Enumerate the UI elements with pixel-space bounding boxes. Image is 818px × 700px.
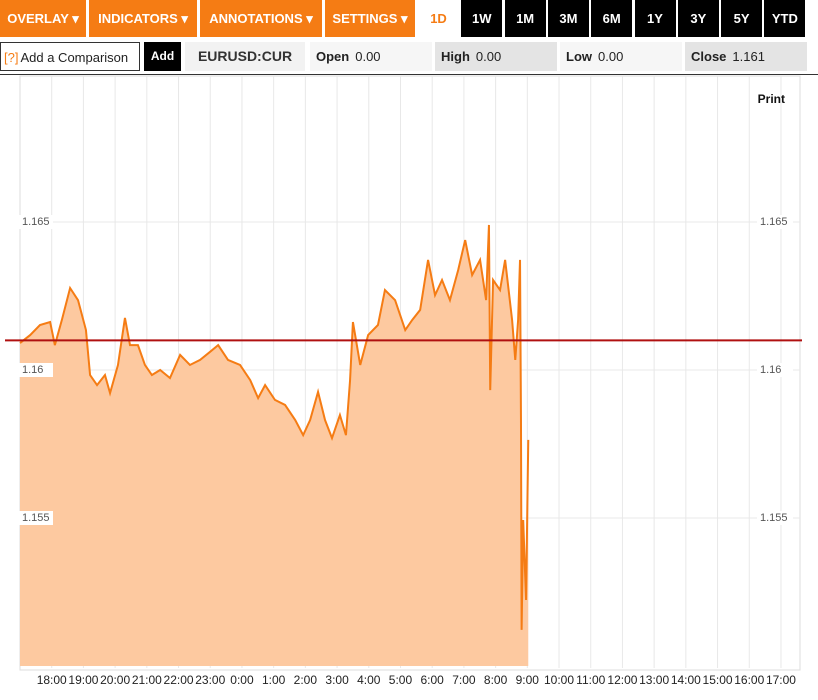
- menu-button[interactable]: OVERLAY ▾: [0, 0, 86, 37]
- stat: Close 1.161: [685, 42, 807, 71]
- y-tick-label: 1.155: [22, 512, 50, 524]
- y-label-box: [757, 215, 793, 229]
- y-tick-label: 1.16: [22, 364, 43, 376]
- menu-button[interactable]: ANNOTATIONS ▾: [200, 0, 322, 37]
- stat: High 0.00: [435, 42, 557, 71]
- y-label-box: [757, 363, 793, 377]
- stat-value: 0.00: [598, 49, 624, 64]
- y-label-box: [757, 511, 793, 525]
- symbol: EURUSD:CUR: [185, 42, 305, 71]
- y-label-box: [19, 511, 53, 525]
- x-tick-label: 23:00: [195, 673, 225, 687]
- stat-label: High: [441, 49, 470, 64]
- line: [19, 224, 530, 630]
- x-tick-label: 20:00: [100, 673, 130, 687]
- x-tick-label: 3:00: [325, 673, 349, 687]
- x-tick-label: 18:00: [37, 673, 67, 687]
- range-button[interactable]: 1M: [504, 0, 546, 37]
- stat-label: Close: [691, 49, 727, 64]
- y-tick-label: 1.155: [760, 512, 788, 524]
- print-button[interactable]: Print: [758, 92, 785, 106]
- x-tick-label: 4:00: [357, 673, 381, 687]
- help-icon[interactable]: [?]: [4, 50, 19, 65]
- x-tick-label: 21:00: [132, 673, 162, 687]
- x-tick-label: 12:00: [607, 673, 637, 687]
- y-tick-label: 1.165: [22, 216, 50, 228]
- range-button[interactable]: YTD: [764, 0, 806, 37]
- y-label-box: [19, 363, 53, 377]
- range-button[interactable]: 3Y: [677, 0, 719, 37]
- x-tick-label: 15:00: [703, 673, 733, 687]
- range-button[interactable]: 1Y: [634, 0, 676, 37]
- range-button[interactable]: 1W: [461, 0, 503, 37]
- x-tick-label: 1:00: [262, 673, 286, 687]
- range-button[interactable]: 5Y: [721, 0, 763, 37]
- area: [20, 224, 529, 666]
- stat-value: 0.00: [475, 49, 502, 64]
- x-tick-label: 6:00: [421, 673, 445, 687]
- range-button[interactable]: 1D: [418, 0, 459, 37]
- stat-value: 1.161: [732, 49, 765, 64]
- y-label-box: [19, 215, 53, 229]
- range-button[interactable]: 6M: [591, 0, 633, 37]
- stat-label: Open: [316, 49, 350, 64]
- add-button[interactable]: Add: [144, 42, 181, 71]
- stat: Low 0.00: [560, 42, 682, 71]
- x-tick-label: 14:00: [671, 673, 701, 687]
- x-tick-label: 8:00: [484, 673, 508, 687]
- x-tick-label: 5:00: [389, 673, 413, 687]
- stat-label: Low: [566, 49, 592, 64]
- placeholder: Add a Comparison: [20, 50, 129, 65]
- comparison-input[interactable]: [?] Add a Comparison: [0, 42, 140, 71]
- y-tick-label: 1.16: [760, 364, 781, 376]
- menu-button[interactable]: SETTINGS ▾: [325, 0, 415, 37]
- x-tick-label: 11:00: [576, 673, 605, 687]
- x-tick-label: 10:00: [544, 673, 574, 687]
- range-button[interactable]: 3M: [547, 0, 589, 37]
- stat: Open 0.00: [310, 42, 432, 71]
- divider: [0, 74, 818, 75]
- y-tick-label: 1.165: [760, 216, 788, 228]
- x-tick-label: 7:00: [452, 673, 476, 687]
- x-tick-label: 9:00: [516, 673, 540, 687]
- x-tick-label: 22:00: [164, 673, 194, 687]
- x-tick-label: 19:00: [68, 673, 98, 687]
- x-tick-label: 16:00: [734, 673, 764, 687]
- x-tick-label: 2:00: [294, 673, 318, 687]
- x-tick-label: 17:00: [766, 673, 796, 687]
- x-tick-label: 13:00: [639, 673, 669, 687]
- menu-button[interactable]: INDICATORS ▾: [89, 0, 197, 37]
- x-tick-label: 0:00: [230, 673, 254, 687]
- stat-value: 0.00: [355, 49, 381, 64]
